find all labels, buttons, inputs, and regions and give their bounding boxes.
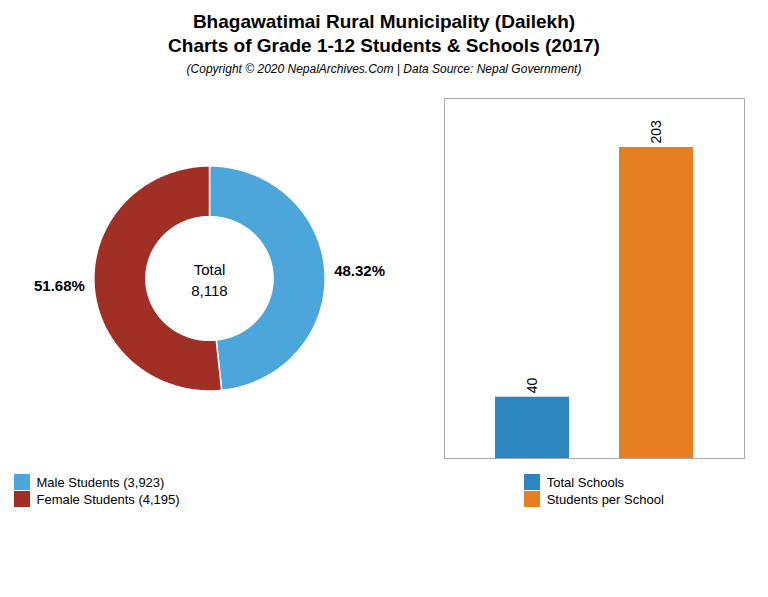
svg-text:40: 40 (524, 377, 540, 393)
html-text:(Copyright © 2020 NepalArchive: (Copyright © 2020 NepalArchives.Com | Da… (186, 62, 582, 76)
svg-text:48.32%: 48.32% (334, 262, 385, 279)
html-text:Bhagawatimai Rural Municipalit: Bhagawatimai Rural Municipality (Dailekh… (192, 11, 576, 32)
html-text:Total Schools: Total Schools (546, 474, 624, 490)
html-text:Students per School: Students per School (546, 491, 664, 507)
svg-text:Total8,118: Total8,118 (191, 261, 227, 299)
html-text:Male Students (3,923): Male Students (3,923) (36, 474, 165, 490)
svg-text:51.68%: 51.68% (34, 277, 85, 294)
html-text:Charts of Grade 1-12 Students: Charts of Grade 1-12 Students & Schools … (168, 35, 600, 56)
svg-text:203: 203 (648, 120, 664, 144)
html-text:Female Students (4,195): Female Students (4,195) (36, 491, 180, 507)
